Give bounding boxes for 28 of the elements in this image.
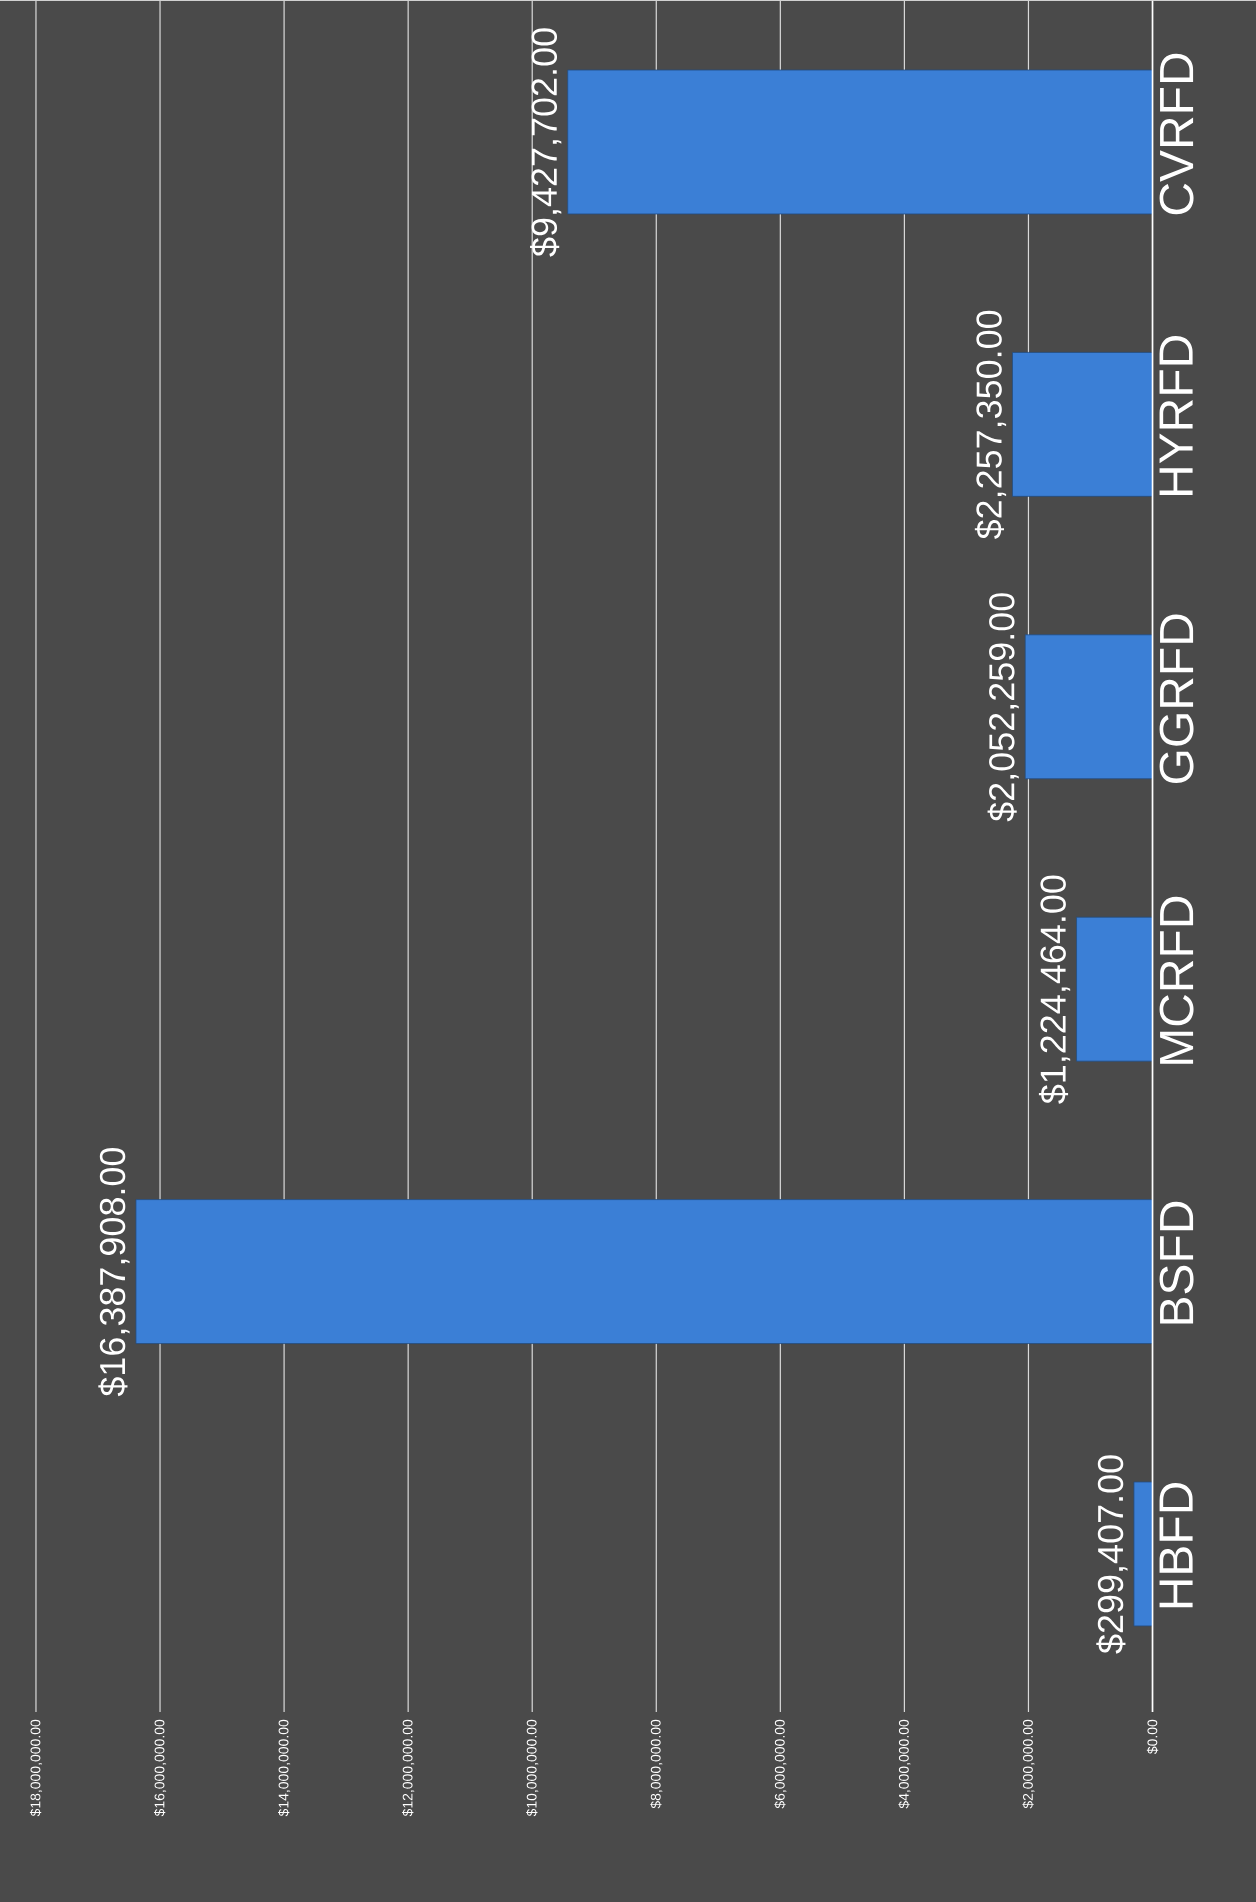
x-tick-label: $14,000,000.00 xyxy=(277,1719,290,1817)
bar xyxy=(1011,352,1153,497)
data-label: $9,427,702.00 xyxy=(529,28,562,257)
y-tick-label: BSFD xyxy=(1159,1201,1194,1324)
y-tick-label: HYRFD xyxy=(1159,336,1193,496)
y-tick-label: GGRFD xyxy=(1159,614,1194,783)
x-tick-label: $6,000,000.00 xyxy=(774,1719,787,1809)
data-label: $16,387,908.00 xyxy=(98,1147,130,1397)
x-tick-label: $18,000,000.00 xyxy=(29,1719,42,1817)
bar xyxy=(1075,916,1153,1062)
x-tick-label: $12,000,000.00 xyxy=(401,1719,414,1817)
bar xyxy=(1133,1481,1153,1627)
bar xyxy=(567,69,1153,215)
data-label: $1,224,464.00 xyxy=(1038,875,1070,1104)
x-tick-label: $0.00 xyxy=(1146,1719,1158,1755)
x-tick-label: $16,000,000.00 xyxy=(153,1719,166,1817)
bar xyxy=(1024,634,1153,780)
data-label: $2,257,350.00 xyxy=(974,310,1006,540)
x-tick-label: $10,000,000.00 xyxy=(525,1719,539,1817)
x-tick-label: $4,000,000.00 xyxy=(898,1719,911,1809)
x-tick-label: $2,000,000.00 xyxy=(1022,1719,1035,1809)
x-tick-label: $8,000,000.00 xyxy=(649,1719,663,1809)
y-tick-label: CVRFD xyxy=(1159,53,1194,215)
data-label: $2,052,259.00 xyxy=(987,593,1019,822)
y-tick-label: HBFD xyxy=(1159,1482,1193,1608)
y-tick-label: MCRFD xyxy=(1159,896,1194,1064)
data-label: $299,407.00 xyxy=(1096,1455,1128,1654)
bar xyxy=(135,1199,1153,1344)
